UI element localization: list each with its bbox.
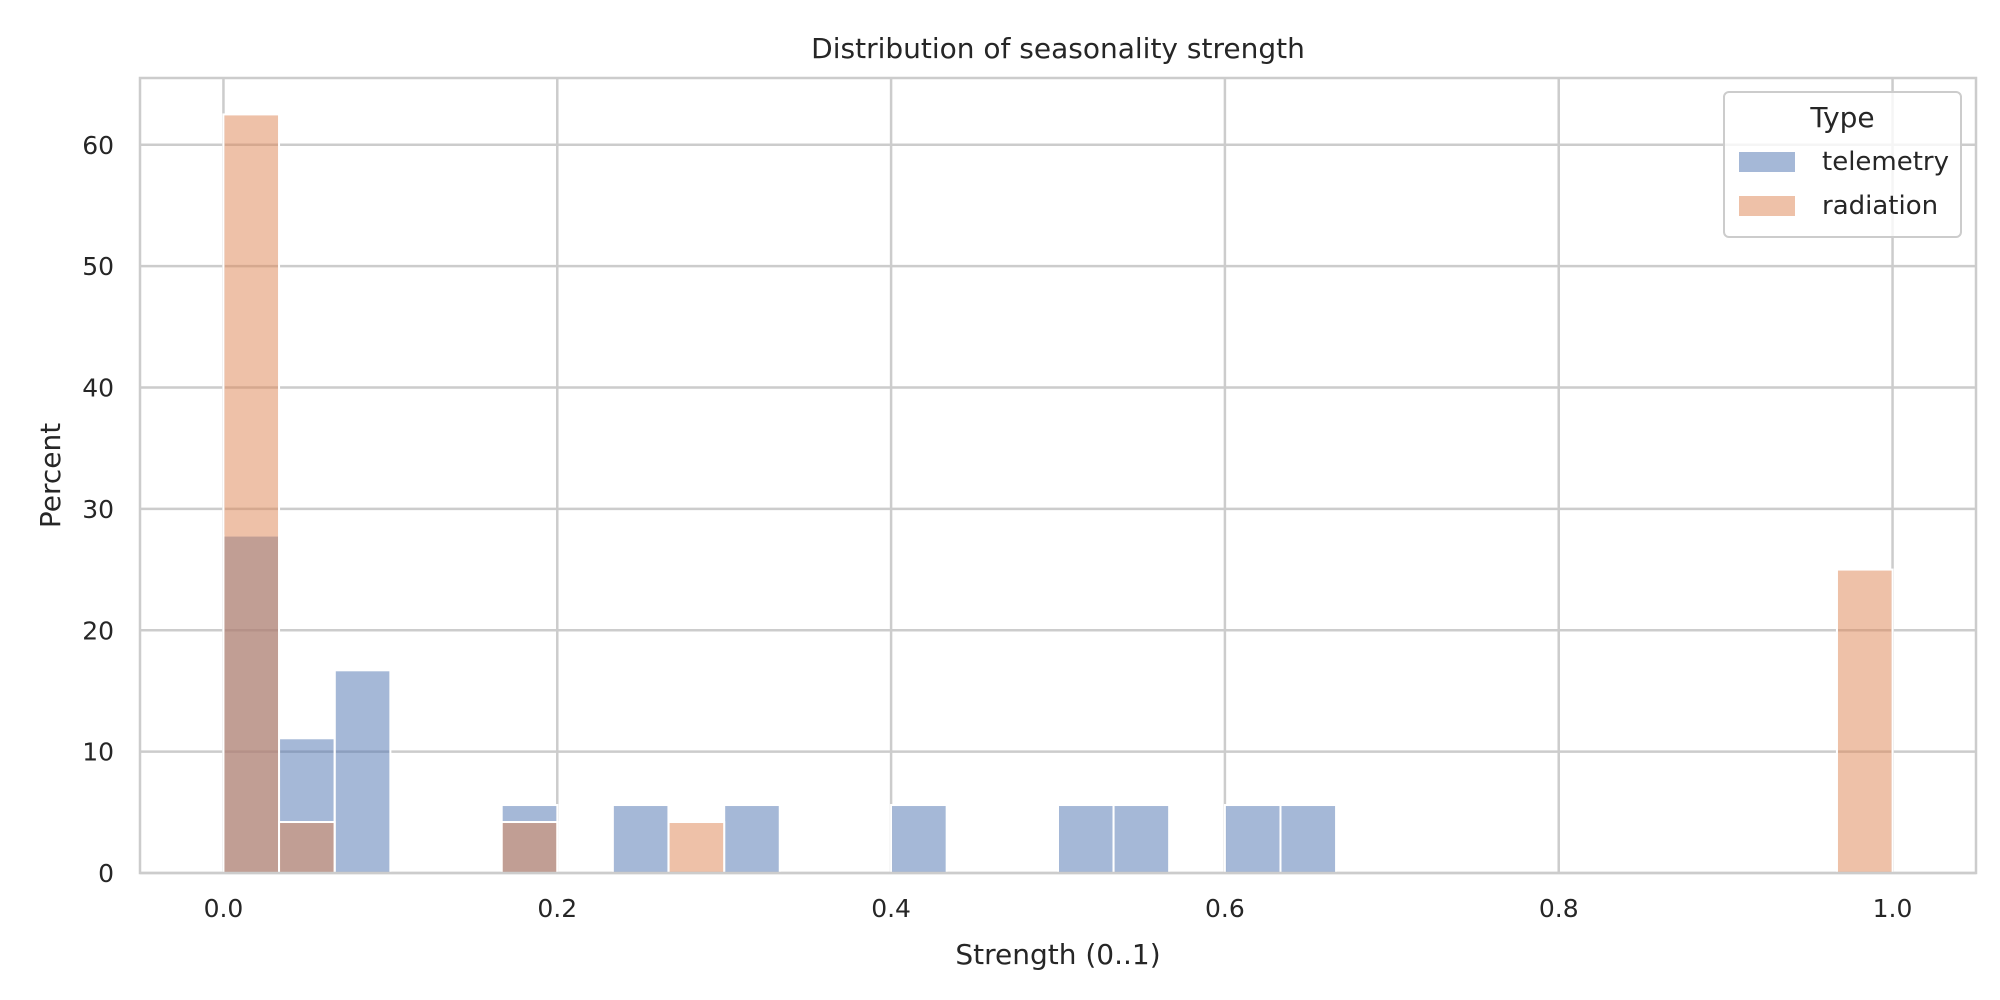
legend-title: Type xyxy=(1809,101,1874,134)
bar-radiation xyxy=(1835,568,1894,874)
y-tick-label: 50 xyxy=(82,252,114,281)
bar-radiation xyxy=(278,821,336,874)
y-tick-label: 20 xyxy=(82,616,114,645)
bar-radiation xyxy=(667,821,726,874)
x-tick-label: 0.6 xyxy=(1205,894,1245,923)
bar-telemetry xyxy=(890,804,948,874)
y-tick-label: 0 xyxy=(98,859,114,888)
legend: Type telemetry radiation xyxy=(1723,91,1962,238)
legend-swatch-telemetry xyxy=(1739,152,1795,172)
y-tick-label: 60 xyxy=(82,131,114,160)
y-axis-label: Percent xyxy=(34,423,67,528)
bar-telemetry xyxy=(333,669,392,875)
bars-layer xyxy=(222,113,1894,875)
bar-telemetry xyxy=(1223,804,1282,874)
y-tick-label: 40 xyxy=(82,374,114,403)
x-axis-label: Strength (0..1) xyxy=(955,938,1160,971)
grid-layer xyxy=(140,78,1976,875)
plot-frame xyxy=(138,76,1978,875)
x-tick-label: 0.8 xyxy=(1539,894,1579,923)
bar-radiation xyxy=(500,821,559,874)
bar-radiation xyxy=(222,113,281,874)
tick-labels: 0.0 0.2 0.4 0.6 0.8 1.0 0 10 20 30 40 50 60 xyxy=(82,131,1912,923)
bar-telemetry xyxy=(1279,804,1338,874)
legend-items: telemetry radiation xyxy=(1739,147,1949,221)
x-tick-label: 0.0 xyxy=(204,894,244,923)
bar-telemetry xyxy=(611,804,670,874)
legend-swatch-radiation xyxy=(1739,196,1795,216)
x-tick-label: 0.2 xyxy=(537,894,577,923)
bar-telemetry xyxy=(1057,804,1115,874)
y-tick-label: 10 xyxy=(82,738,114,767)
bar-telemetry xyxy=(723,804,781,874)
x-tick-label: 0.4 xyxy=(871,894,911,923)
x-tick-label: 1.0 xyxy=(1873,894,1913,923)
bar-telemetry xyxy=(1112,804,1171,874)
legend-label-radiation: radiation xyxy=(1822,191,1938,221)
y-tick-label: 30 xyxy=(82,495,114,524)
chart-title: Distribution of seasonality strength xyxy=(811,32,1305,65)
legend-label-telemetry: telemetry xyxy=(1822,147,1949,177)
